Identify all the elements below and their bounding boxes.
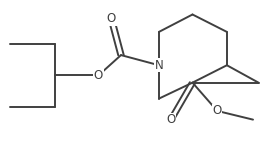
Text: O: O [107, 12, 116, 25]
Text: N: N [155, 59, 163, 72]
Text: O: O [166, 113, 176, 126]
Text: O: O [94, 69, 103, 82]
Text: O: O [213, 104, 222, 117]
